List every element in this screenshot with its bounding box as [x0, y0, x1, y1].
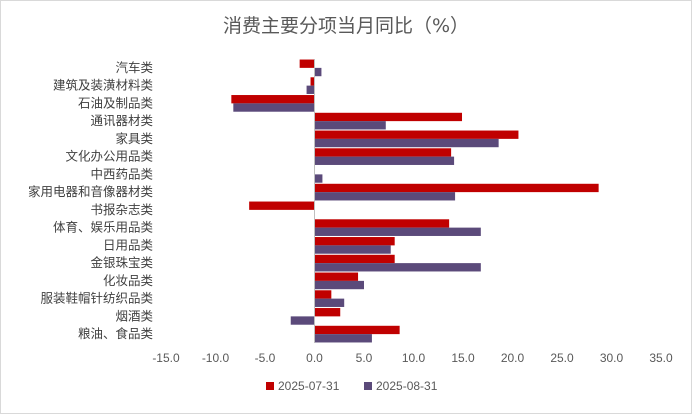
x-tick-label: 30.0	[600, 351, 624, 365]
category-label: 化妆品类	[103, 273, 154, 288]
legend-swatch	[266, 382, 274, 390]
bar	[314, 138, 499, 148]
bar	[231, 95, 315, 104]
x-tick-label: 25.0	[550, 351, 574, 365]
x-tick-label: -15.0	[152, 351, 180, 365]
category-label: 中西药品类	[90, 166, 153, 181]
chart-title: 消费主要分项当月同比（%）	[222, 15, 470, 37]
bar	[314, 272, 359, 281]
legend-swatch	[364, 382, 372, 390]
category-label: 家用电器和音像器材类	[28, 184, 154, 199]
bar	[314, 156, 455, 165]
category-label: 通讯器材类	[90, 113, 153, 128]
category-label: 建筑及装潢材料类	[53, 78, 154, 93]
category-label: 文化办公用品类	[65, 149, 153, 164]
bar	[314, 148, 452, 157]
x-tick-label: 0.0	[306, 351, 323, 365]
x-tick-label: -10.0	[202, 351, 230, 365]
category-label: 粮油、食品类	[78, 326, 154, 341]
category-label: 服装鞋帽针纺织品类	[40, 291, 153, 306]
bar	[314, 183, 599, 193]
bar	[314, 298, 345, 307]
x-tick-label: 35.0	[649, 351, 673, 365]
bar	[314, 263, 481, 272]
bar	[314, 227, 481, 236]
category-label: 金银珠宝类	[90, 255, 153, 270]
category-label: 烟酒类	[115, 308, 153, 323]
bar	[314, 67, 322, 77]
bar	[249, 201, 315, 210]
bar	[314, 334, 372, 343]
x-tick-label: 20.0	[501, 351, 525, 365]
bar	[314, 219, 450, 228]
bar	[314, 192, 456, 201]
bar	[233, 103, 315, 112]
bar	[314, 280, 364, 290]
bar	[290, 316, 315, 325]
legend-label: 2025-07-31	[278, 379, 340, 393]
x-tick-label: -5.0	[255, 351, 276, 365]
bar	[314, 237, 395, 246]
bar	[314, 308, 341, 317]
x-tick-label: 10.0	[402, 351, 426, 365]
bar	[314, 130, 519, 139]
bar	[299, 59, 315, 68]
bar	[314, 254, 395, 264]
bar	[314, 174, 323, 183]
category-label: 石油及制品类	[78, 95, 154, 110]
bar	[314, 112, 463, 122]
bar	[306, 85, 315, 94]
category-label: 家具类	[115, 131, 153, 146]
category-label: 书报杂志类	[90, 202, 153, 217]
bar	[314, 325, 400, 335]
bar	[310, 77, 315, 86]
bar	[314, 121, 386, 130]
legend-label: 2025-08-31	[376, 379, 438, 393]
x-tick-label: 15.0	[451, 351, 475, 365]
category-label: 汽车类	[115, 60, 153, 75]
bar	[314, 245, 391, 254]
category-label: 体育、娱乐用品类	[53, 220, 154, 235]
x-tick-label: 5.0	[356, 351, 373, 365]
category-label: 日用品类	[103, 237, 154, 252]
bar	[314, 290, 332, 299]
